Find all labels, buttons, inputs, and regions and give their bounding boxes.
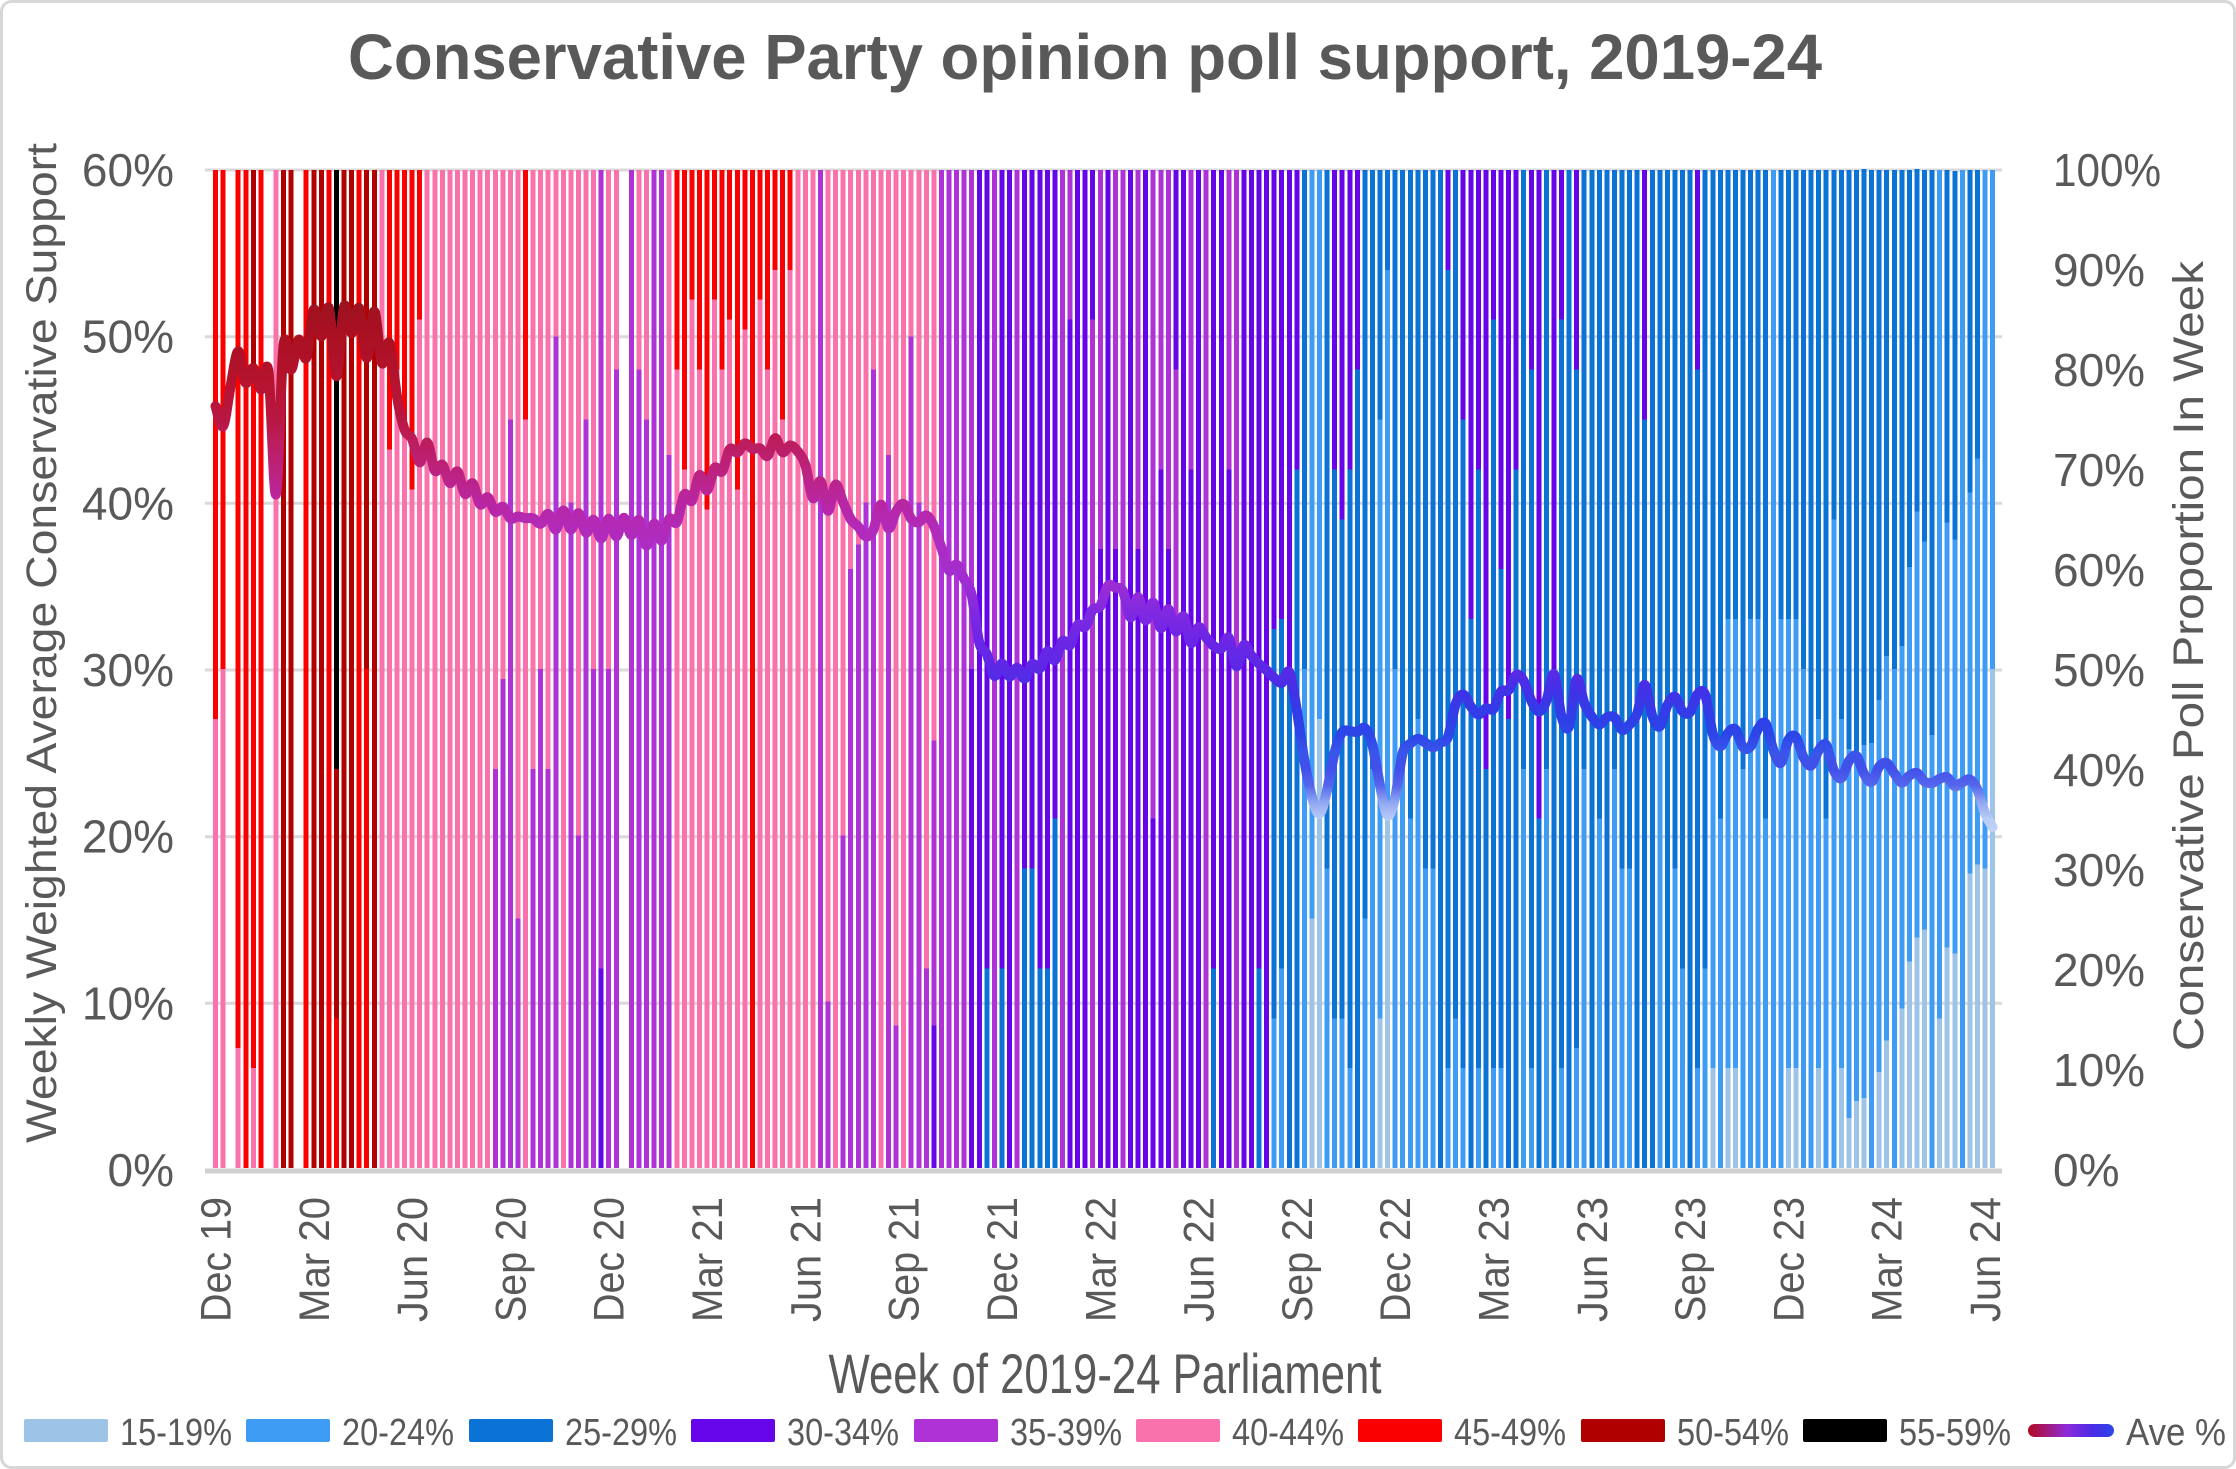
svg-text:0%: 0% — [108, 1144, 174, 1196]
svg-text:Mar 20: Mar 20 — [291, 1197, 339, 1322]
svg-text:Mar 24: Mar 24 — [1864, 1197, 1912, 1322]
svg-text:Mar 23: Mar 23 — [1471, 1197, 1519, 1322]
svg-text:Sep 21: Sep 21 — [881, 1197, 929, 1322]
svg-text:Sep 23: Sep 23 — [1667, 1197, 1715, 1322]
svg-text:20%: 20% — [82, 811, 174, 863]
svg-text:Dec 23: Dec 23 — [1765, 1197, 1813, 1322]
svg-text:20-24%: 20-24% — [342, 1412, 454, 1454]
svg-text:10%: 10% — [2053, 1044, 2145, 1096]
svg-text:50%: 50% — [2053, 644, 2145, 696]
svg-text:10%: 10% — [82, 977, 174, 1029]
svg-text:25-29%: 25-29% — [565, 1412, 677, 1454]
svg-text:40%: 40% — [2053, 744, 2145, 796]
svg-text:Dec 19: Dec 19 — [193, 1197, 241, 1322]
svg-text:20%: 20% — [2053, 944, 2145, 996]
svg-text:0%: 0% — [2053, 1144, 2119, 1196]
svg-text:Jun 21: Jun 21 — [782, 1197, 830, 1322]
svg-text:60%: 60% — [82, 144, 174, 196]
svg-text:Jun 20: Jun 20 — [389, 1197, 437, 1322]
svg-text:Sep 20: Sep 20 — [487, 1197, 535, 1322]
svg-text:50%: 50% — [82, 311, 174, 363]
svg-text:60%: 60% — [2053, 544, 2145, 596]
svg-text:30%: 30% — [82, 644, 174, 696]
svg-text:Conservative Poll Proportion I: Conservative Poll Proportion In Week — [2165, 260, 2213, 1051]
svg-text:Jun 22: Jun 22 — [1176, 1197, 1224, 1322]
svg-text:45-49%: 45-49% — [1454, 1412, 1566, 1454]
svg-text:70%: 70% — [2053, 444, 2145, 496]
svg-text:Conservative Party opinion pol: Conservative Party opinion poll support,… — [348, 21, 1822, 93]
svg-text:35-39%: 35-39% — [1010, 1412, 1122, 1454]
svg-text:Week of 2019-24 Parliament: Week of 2019-24 Parliament — [829, 1342, 1382, 1405]
svg-text:Weekly Weighted Average Conser: Weekly Weighted Average Conservative Sup… — [18, 143, 66, 1143]
svg-text:Mar 22: Mar 22 — [1077, 1197, 1125, 1322]
svg-text:Jun 24: Jun 24 — [1962, 1197, 2010, 1322]
svg-text:55-59%: 55-59% — [1899, 1412, 2011, 1454]
svg-text:30%: 30% — [2053, 844, 2145, 896]
svg-text:Ave %: Ave % — [2126, 1412, 2226, 1454]
svg-text:30-34%: 30-34% — [787, 1412, 899, 1454]
svg-text:90%: 90% — [2053, 244, 2145, 296]
svg-text:80%: 80% — [2053, 344, 2145, 396]
svg-text:40%: 40% — [82, 477, 174, 529]
svg-text:50-54%: 50-54% — [1677, 1412, 1789, 1454]
svg-text:40-44%: 40-44% — [1232, 1412, 1344, 1454]
svg-text:Dec 20: Dec 20 — [586, 1197, 634, 1322]
svg-text:15-19%: 15-19% — [120, 1412, 232, 1454]
svg-text:100%: 100% — [2053, 144, 2161, 196]
svg-text:Sep 22: Sep 22 — [1274, 1197, 1322, 1322]
svg-text:Dec 22: Dec 22 — [1372, 1197, 1420, 1322]
svg-text:Mar 21: Mar 21 — [684, 1197, 732, 1322]
svg-text:Jun 23: Jun 23 — [1569, 1197, 1617, 1322]
svg-text:Dec 21: Dec 21 — [979, 1197, 1027, 1322]
